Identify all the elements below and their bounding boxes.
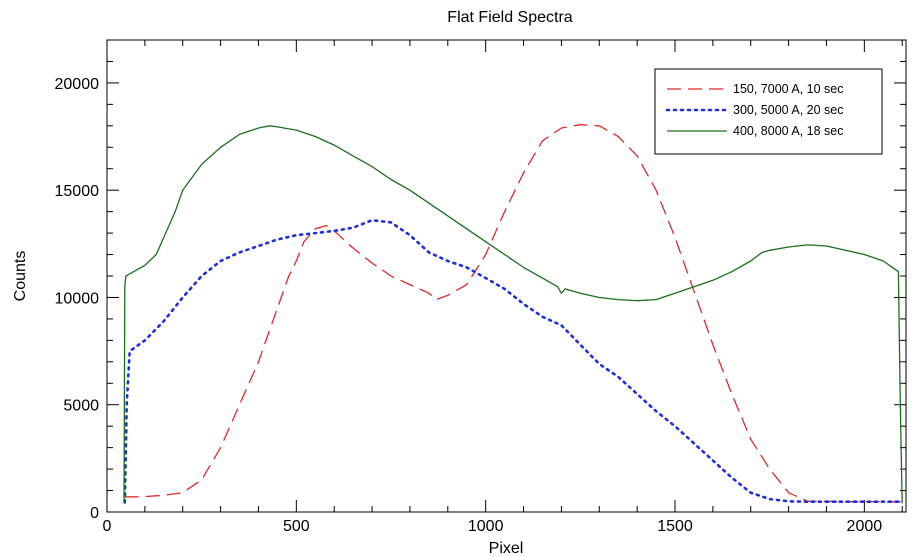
legend-box	[654, 68, 883, 155]
y-tick-label: 15000	[55, 183, 100, 200]
x-tick-label: 1500	[657, 518, 693, 535]
y-tick-label: 20000	[55, 76, 100, 93]
series-line-1	[124, 124, 903, 503]
y-axis-title: Counts	[12, 251, 29, 302]
x-tick-label: 2000	[847, 518, 883, 535]
y-tick-label: 5000	[63, 398, 99, 415]
x-axis-title: Pixel	[489, 540, 524, 557]
chart-title: Flat Field Spectra	[447, 9, 572, 26]
x-tick-label: 0	[103, 518, 112, 535]
legend: 150, 7000 A, 10 sec 300, 5000 A, 20 sec 40…	[654, 68, 883, 155]
series-line-3	[123, 125, 903, 504]
y-tick-label: 10000	[55, 290, 100, 307]
legend-label-2: 300, 5000 A, 20 sec	[733, 103, 844, 117]
series-layer	[123, 124, 904, 504]
series-line-2	[123, 218, 904, 504]
x-tick-label: 1000	[468, 518, 504, 535]
y-tick-label: 0	[90, 505, 99, 522]
legend-label-1: 150, 7000 A, 10 sec	[733, 82, 844, 96]
x-tick-label: 500	[283, 518, 310, 535]
legend-label-3: 400, 8000 A, 18 sec	[733, 124, 844, 138]
